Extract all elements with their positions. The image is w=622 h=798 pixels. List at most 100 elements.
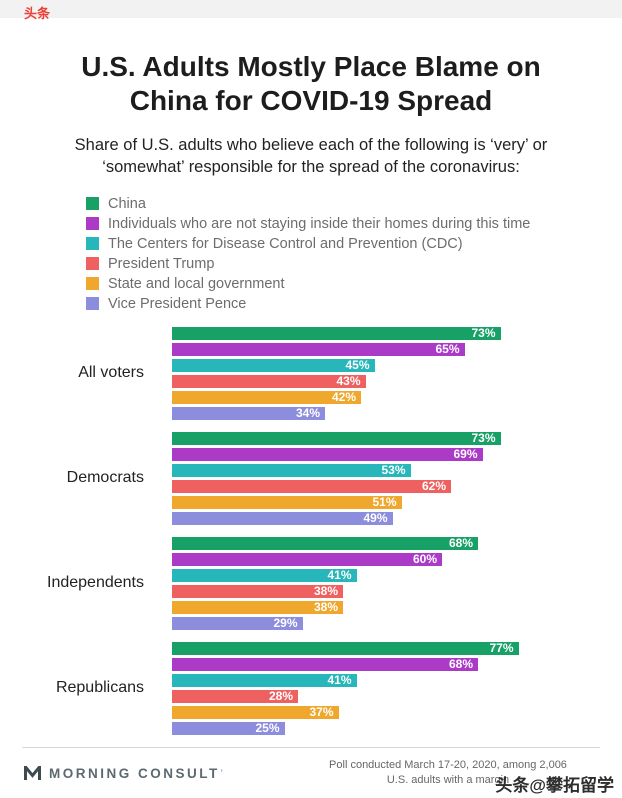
bar: 73% bbox=[172, 326, 501, 341]
bar-track: 38% bbox=[172, 584, 532, 599]
bar-value-label: 49% bbox=[363, 511, 388, 526]
bar-value-label: 43% bbox=[336, 374, 361, 389]
group-label: Republicans bbox=[55, 679, 144, 697]
bar: 38% bbox=[172, 600, 343, 615]
bar-track: 34% bbox=[172, 406, 532, 421]
legend-label: President Trump bbox=[108, 255, 215, 272]
bar-group: Democrats 73% 69% 53% 62% 51% 49% bbox=[0, 431, 622, 526]
legend: China Individuals who are not staying ins… bbox=[86, 194, 622, 314]
legend-swatch bbox=[86, 297, 99, 311]
bar-track: 28% bbox=[172, 689, 532, 704]
legend-item: Vice President Pence bbox=[86, 294, 622, 314]
legend-label: China bbox=[108, 195, 146, 212]
bar-value-label: 38% bbox=[313, 584, 338, 599]
group-label: All voters bbox=[78, 364, 144, 382]
bar-value-label: 73% bbox=[471, 431, 496, 446]
bar-track: 69% bbox=[172, 447, 532, 462]
bar: 73% bbox=[172, 431, 501, 446]
bar: 41% bbox=[172, 568, 357, 583]
footnote-line-2: U.S. adults with a margin bbox=[386, 774, 510, 787]
bar-group: Republicans 77% 68% 41% 28% 37% 25% bbox=[0, 641, 622, 736]
group-label: Independents bbox=[47, 574, 144, 592]
group-bars: 73% 69% 53% 62% 51% 49% bbox=[172, 431, 622, 526]
bar-track: 45% bbox=[172, 358, 532, 372]
bar-track: 65% bbox=[172, 342, 532, 356]
bar-group: Independents 68% 60% 41% 38% 38% 29% bbox=[0, 536, 622, 630]
bar-track: 37% bbox=[172, 705, 532, 720]
bar-track: 62% bbox=[172, 479, 532, 494]
legend-item: The Centers for Disease Control and Prev… bbox=[86, 234, 622, 254]
bar-value-label: 41% bbox=[327, 568, 352, 583]
bar: 38% bbox=[172, 584, 343, 599]
bar-value-label: 38% bbox=[313, 600, 338, 615]
bar-value-label: 34% bbox=[295, 406, 320, 421]
morning-consult-logo: MORNING CONSULT’ bbox=[24, 765, 223, 781]
bar-value-label: 37% bbox=[309, 705, 334, 720]
bar: 43% bbox=[172, 374, 366, 389]
group-bars: 73% 65% 45% 43% 42% 34% bbox=[172, 326, 622, 421]
bar-track: 43% bbox=[172, 374, 532, 389]
bar-track: 41% bbox=[172, 673, 532, 688]
watermark-toutiao-bottom: 头条@攀拓留学 bbox=[495, 776, 614, 795]
bar-track: 42% bbox=[172, 390, 532, 404]
bar: 77% bbox=[172, 641, 519, 655]
bar-track: 25% bbox=[172, 721, 532, 736]
legend-item: China bbox=[86, 194, 622, 214]
legend-swatch bbox=[86, 277, 99, 291]
bar-value-label: 28% bbox=[268, 689, 293, 704]
legend-swatch bbox=[86, 197, 99, 211]
legend-swatch bbox=[86, 237, 99, 251]
bar-value-label: 60% bbox=[412, 552, 437, 567]
bar: 28% bbox=[172, 689, 298, 704]
morning-consult-logo-icon bbox=[24, 765, 41, 780]
bar: 25% bbox=[172, 721, 285, 736]
bar-track: 73% bbox=[172, 326, 532, 341]
legend-label: The Centers for Disease Control and Prev… bbox=[108, 235, 463, 252]
legend-label: Individuals who are not staying inside t… bbox=[108, 215, 531, 232]
chart-title: U.S. Adults Mostly Place Blame on China … bbox=[81, 51, 541, 117]
legend-label: Vice President Pence bbox=[108, 295, 247, 312]
bar-track: 53% bbox=[172, 463, 532, 477]
legend-item: Individuals who are not staying inside t… bbox=[86, 214, 622, 234]
bar-value-label: 69% bbox=[453, 447, 478, 462]
bar: 29% bbox=[172, 616, 303, 630]
bar: 65% bbox=[172, 342, 465, 356]
bar: 42% bbox=[172, 390, 361, 404]
watermark-toutiao-top: 头条 bbox=[24, 6, 51, 21]
bar-value-label: 68% bbox=[448, 657, 473, 672]
bar-track: 60% bbox=[172, 552, 532, 567]
bar-track: 41% bbox=[172, 568, 532, 583]
bar: 37% bbox=[172, 705, 339, 720]
bar-track: 49% bbox=[172, 511, 532, 526]
bar-track: 68% bbox=[172, 657, 532, 672]
legend-swatch bbox=[86, 257, 99, 271]
legend-label: State and local government bbox=[108, 275, 285, 292]
bar: 49% bbox=[172, 511, 393, 526]
bar-value-label: 68% bbox=[448, 536, 473, 551]
bar: 53% bbox=[172, 463, 411, 477]
brand-trademark: ’ bbox=[220, 768, 223, 779]
bar-value-label: 73% bbox=[471, 326, 496, 341]
chart-subtitle: Share of U.S. adults who believe each of… bbox=[74, 136, 548, 177]
group-bars: 68% 60% 41% 38% 38% 29% bbox=[172, 536, 622, 630]
bar-value-label: 41% bbox=[327, 673, 352, 688]
bar-groups: All voters 73% 65% 45% 43% 42% 34% Democrats 73%… bbox=[0, 326, 622, 747]
bar-value-label: 51% bbox=[372, 495, 397, 510]
bar: 34% bbox=[172, 406, 325, 421]
legend-swatch bbox=[86, 217, 99, 231]
footnote-line-1: Poll conducted March 17-20, 2020, among … bbox=[329, 758, 567, 771]
bar-track: 51% bbox=[172, 495, 532, 510]
brand-name: MORNING CONSULT bbox=[49, 765, 220, 781]
bar-value-label: 62% bbox=[421, 479, 446, 494]
bar-group: All voters 73% 65% 45% 43% 42% 34% bbox=[0, 326, 622, 421]
bar: 45% bbox=[172, 358, 375, 372]
bar-track: 68% bbox=[172, 536, 532, 551]
bar-track: 77% bbox=[172, 641, 532, 655]
bar-track: 29% bbox=[172, 616, 532, 630]
footnote: Poll conducted March 17-20, 2020, among … bbox=[298, 758, 598, 789]
bar-value-label: 25% bbox=[255, 721, 280, 736]
bar: 68% bbox=[172, 536, 478, 551]
legend-item: State and local government bbox=[86, 274, 622, 294]
group-label: Democrats bbox=[66, 469, 144, 487]
